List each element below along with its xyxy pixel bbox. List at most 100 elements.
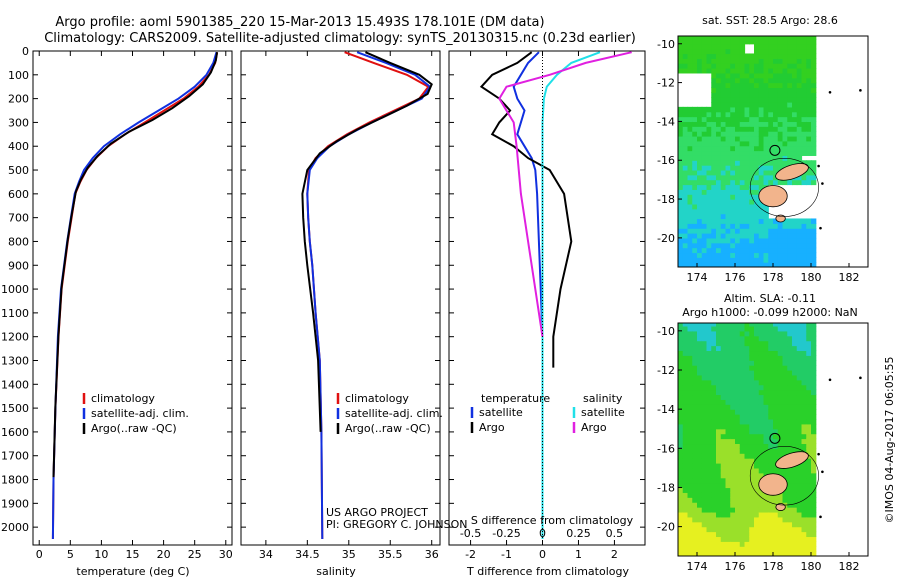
panelM2-cell xyxy=(744,502,750,508)
panelM1-cell xyxy=(754,116,760,123)
panelM1-cell xyxy=(754,150,760,156)
panelM1-cell xyxy=(768,48,774,55)
panelM1-cell xyxy=(730,111,736,118)
panelM2-cell xyxy=(692,472,698,479)
panelM1-cell xyxy=(711,77,717,84)
panelM1-cell xyxy=(801,36,807,40)
panelM2-cell xyxy=(801,379,807,386)
panelM2-cell xyxy=(678,404,684,410)
panelM1-cell xyxy=(739,233,746,239)
panelM1-cell xyxy=(744,169,750,176)
panelM2-cell xyxy=(782,379,788,386)
panelM2-cell xyxy=(787,472,793,479)
panelM2-cell xyxy=(687,511,693,518)
panelM2-cell xyxy=(749,472,755,479)
panelM1-cell xyxy=(716,121,722,127)
panelM2-cell xyxy=(787,482,793,489)
panelM2-cell xyxy=(701,541,708,547)
panelM2-cell xyxy=(706,330,712,337)
panelM1-cell xyxy=(768,179,774,186)
panelM1-cell xyxy=(725,145,731,152)
panelM2-cell xyxy=(796,384,803,391)
panelM1-cell xyxy=(777,179,784,186)
panelM2-cell xyxy=(768,443,774,449)
panelM2-cell xyxy=(725,492,731,498)
panelM1-cell xyxy=(758,257,765,263)
panelM2-cell xyxy=(777,423,784,430)
panelM2-cell xyxy=(716,546,722,552)
panelM1-cell xyxy=(787,228,793,234)
panelM2-cell xyxy=(739,546,746,552)
panelM1-cell xyxy=(811,126,817,132)
panelM2-cell xyxy=(716,477,722,484)
panelM1-cell xyxy=(749,53,755,59)
panelM1-cell xyxy=(730,87,736,93)
panelM2-cell xyxy=(706,511,712,518)
panelM2-cell xyxy=(744,414,750,420)
panelM2-cell xyxy=(777,369,784,376)
panelM1-cell xyxy=(768,58,774,64)
panelM2-cell xyxy=(782,511,788,518)
panelM2-cell xyxy=(716,453,722,459)
panelM1-cell xyxy=(725,213,731,220)
panelM1-cell xyxy=(749,203,755,210)
panelM2-cell xyxy=(811,418,817,425)
panelM2-cell xyxy=(706,414,712,420)
panelM2-cell xyxy=(758,433,765,440)
panelM2-cell xyxy=(777,467,784,474)
panelM2-cell xyxy=(763,551,769,556)
temperature-legend-label: climatology xyxy=(91,392,155,405)
panelM2-cell xyxy=(768,536,774,542)
panelM2-cell xyxy=(697,423,703,430)
panelM2-cell xyxy=(735,355,741,361)
panelM2-cell xyxy=(692,423,698,430)
panelM1-cell xyxy=(720,174,727,181)
panelM1-cell xyxy=(758,131,765,137)
panelM1-cell xyxy=(706,213,712,220)
panelM1-cell xyxy=(697,58,703,64)
panelM2-cell xyxy=(758,418,765,425)
panelM2-cell xyxy=(678,472,684,479)
panelM2-cell xyxy=(739,350,746,356)
panelM1-cell xyxy=(711,106,717,113)
panelM1-cell xyxy=(720,87,727,93)
panelM2-cell xyxy=(811,463,817,469)
panelM1-cell xyxy=(735,68,741,74)
difference-s-legend-label: satellite xyxy=(581,406,625,419)
panelM2-cell xyxy=(782,423,788,430)
panelM1-cell xyxy=(682,213,689,220)
panelM2-cell xyxy=(758,521,765,528)
panelM1-cell xyxy=(801,126,807,132)
panelM2-cell xyxy=(711,453,717,459)
panelM1-cell xyxy=(730,213,736,220)
panelM1-cell xyxy=(796,121,803,127)
panelM1-cell xyxy=(735,218,741,224)
panelM2-cell xyxy=(777,511,784,518)
panelM2-cell xyxy=(811,404,817,410)
panelS-xtick-label: 35 xyxy=(342,548,356,561)
panelM1-cell xyxy=(701,199,708,205)
panelM1-cell xyxy=(773,82,779,89)
panelM2-cell xyxy=(735,423,741,430)
panelM2-cell xyxy=(811,492,817,498)
panelM1-cell xyxy=(792,97,798,103)
panelM2-cell xyxy=(801,414,807,420)
panelM2-cell xyxy=(811,394,817,400)
panelM2-cell xyxy=(720,428,727,435)
panelM2-cell xyxy=(787,394,793,400)
panelM1-cell xyxy=(787,145,793,152)
panelM2-cell xyxy=(716,335,722,342)
panelM1-cell xyxy=(725,135,731,142)
panelM1-cell xyxy=(692,106,698,113)
panelM2-cell xyxy=(777,345,784,352)
header-line-2: Climatology: CARS2009. Satellite-adjuste… xyxy=(44,31,636,46)
panelM1-cell xyxy=(735,97,741,103)
panelM2-cell xyxy=(758,350,765,356)
panelM1-cell xyxy=(682,189,689,195)
panelM2-cell xyxy=(806,350,812,356)
panelM1-cell xyxy=(706,247,712,254)
panelM1-cell xyxy=(720,63,727,69)
panelM1-cell xyxy=(763,102,769,108)
panelM2-cell xyxy=(801,463,807,469)
panelM2-cell xyxy=(806,448,812,454)
